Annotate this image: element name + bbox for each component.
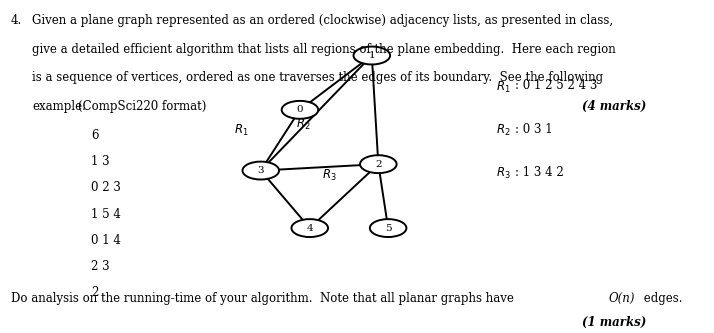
Text: give a detailed efficient algorithm that lists all regions of the plane embeddin: give a detailed efficient algorithm that… — [32, 43, 616, 56]
Text: $R_1$: $R_1$ — [496, 80, 511, 95]
Text: Do analysis on the running-time of your algorithm.  Note that all planar graphs : Do analysis on the running-time of your … — [11, 292, 517, 305]
Text: $R_1$: $R_1$ — [234, 123, 248, 138]
Text: 1 5 4: 1 5 4 — [91, 207, 121, 221]
Text: 0 2 3: 0 2 3 — [91, 181, 121, 194]
Ellipse shape — [370, 219, 406, 237]
Text: 3: 3 — [258, 166, 264, 175]
Text: 5: 5 — [385, 223, 391, 232]
Ellipse shape — [291, 219, 328, 237]
Text: 6: 6 — [91, 129, 99, 142]
Text: : 0 1 2 5 2 4 3: : 0 1 2 5 2 4 3 — [516, 80, 598, 93]
Text: (1 marks): (1 marks) — [582, 316, 646, 329]
Text: 2: 2 — [375, 160, 382, 168]
Text: $R_3$: $R_3$ — [322, 168, 337, 183]
Text: example.: example. — [32, 100, 86, 113]
Text: 2: 2 — [91, 286, 99, 299]
Text: (4 marks): (4 marks) — [582, 100, 646, 113]
Ellipse shape — [281, 101, 318, 119]
Text: 0: 0 — [296, 105, 303, 114]
Text: 4: 4 — [306, 223, 313, 232]
Text: 1: 1 — [368, 51, 375, 60]
Text: 0 1 4: 0 1 4 — [91, 234, 121, 247]
Text: is a sequence of vertices, ordered as one traverses the edges of its boundary.  : is a sequence of vertices, ordered as on… — [32, 72, 603, 85]
Text: 4.: 4. — [11, 14, 22, 27]
Text: O(n): O(n) — [608, 292, 635, 305]
Text: $R_2$: $R_2$ — [496, 123, 511, 138]
Text: : 1 3 4 2: : 1 3 4 2 — [516, 166, 564, 179]
Text: 1 3: 1 3 — [91, 155, 109, 168]
Text: (CompSci220 format): (CompSci220 format) — [78, 100, 206, 113]
Ellipse shape — [360, 155, 396, 173]
Text: Given a plane graph represented as an ordered (clockwise) adjacency lists, as pr: Given a plane graph represented as an or… — [32, 14, 613, 27]
Text: $R_2$: $R_2$ — [296, 117, 311, 132]
Ellipse shape — [243, 162, 279, 179]
Text: $R_3$: $R_3$ — [496, 166, 511, 181]
Text: edges.: edges. — [640, 292, 683, 305]
Text: 2 3: 2 3 — [91, 260, 109, 273]
Text: : 0 3 1: : 0 3 1 — [516, 123, 553, 136]
Ellipse shape — [353, 47, 390, 65]
